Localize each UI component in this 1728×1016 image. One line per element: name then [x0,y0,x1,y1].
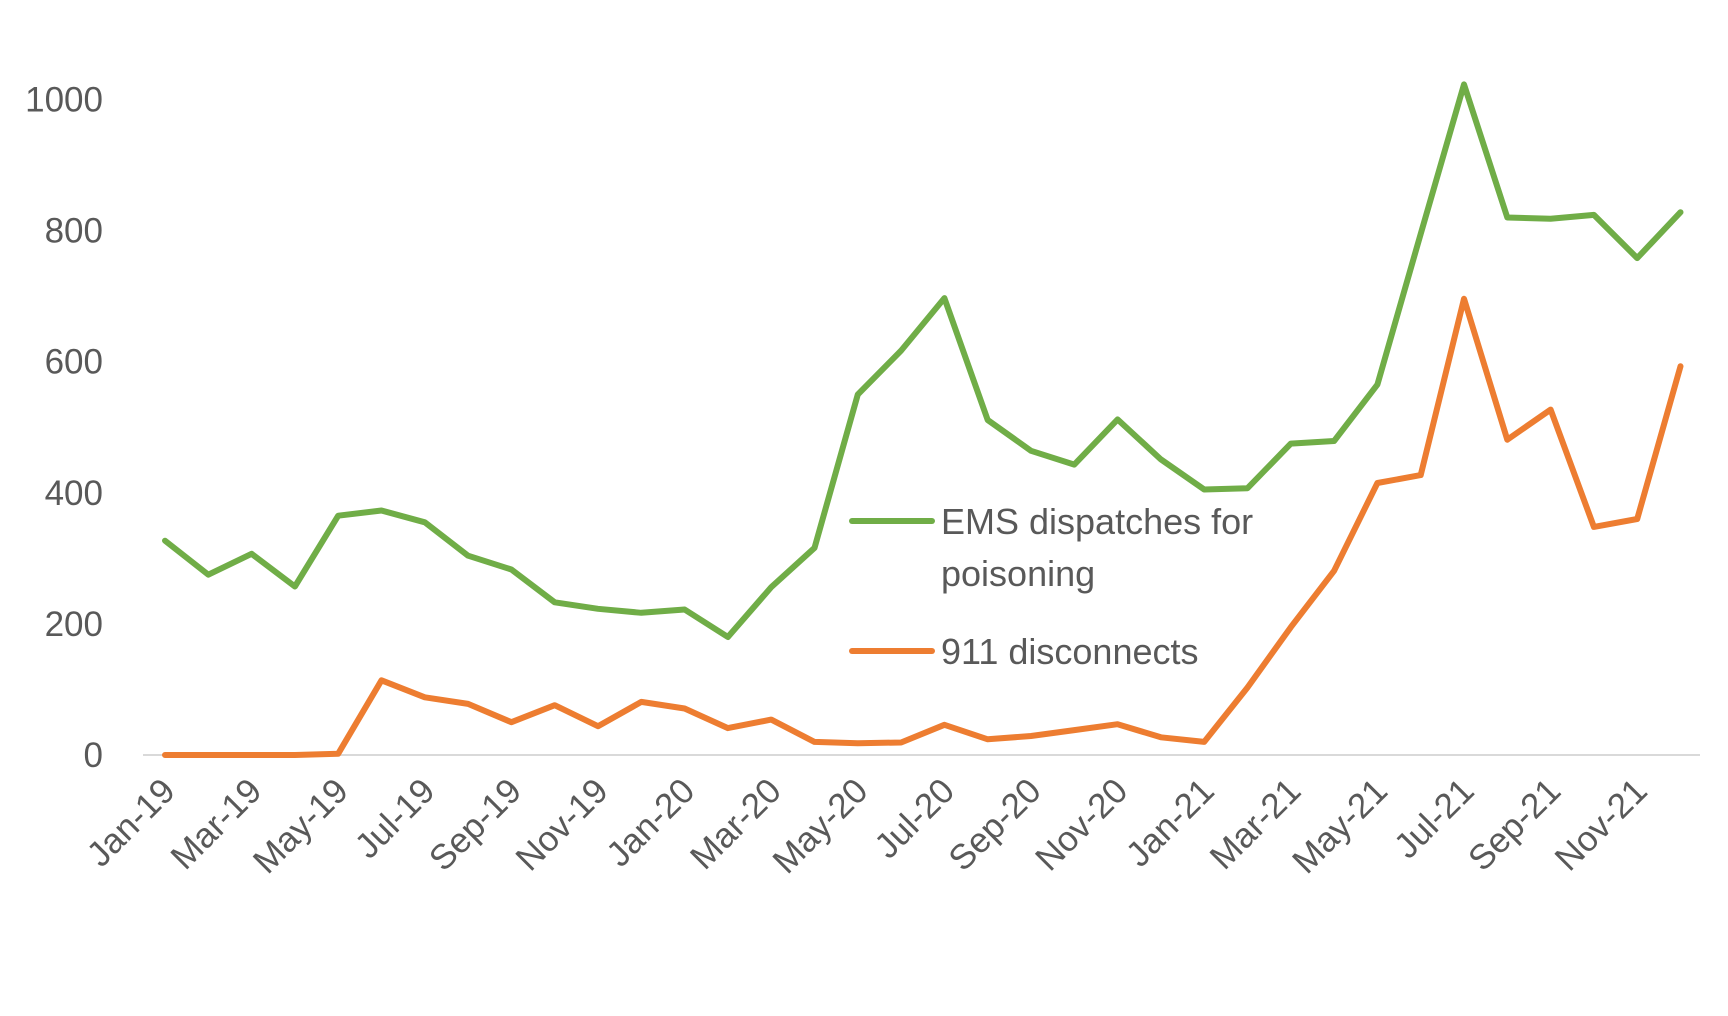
x-tick-label: Sep-20 [941,771,1048,878]
legend-label-911-disconnects: 911 disconnects [941,631,1199,672]
x-tick-label: Jan-21 [1119,771,1222,874]
y-tick-label: 800 [45,212,103,251]
y-tick-label: 600 [45,343,103,382]
legend-label-ems-line2: poisoning [941,553,1095,594]
x-axis: Jan-19Mar-19May-19Jul-19Sep-19Nov-19Jan-… [79,771,1654,881]
y-tick-label: 200 [45,605,103,644]
legend-label-ems-line1: EMS dispatches for [941,501,1253,542]
x-tick-label: Nov-19 [508,771,615,878]
x-tick-label: Sep-21 [1461,771,1568,878]
legend: EMS dispatches for poisoning 911 disconn… [849,501,1253,672]
x-tick-label: May-21 [1285,771,1395,881]
series-layer [162,81,1684,758]
x-tick-label: Jan-19 [79,771,182,874]
y-tick-label: 400 [45,474,103,513]
x-tick-label: Jan-20 [599,771,702,874]
x-tick-label: Nov-21 [1547,771,1654,878]
x-tick-label: May-20 [765,771,875,881]
series-line-911-disconnects [162,295,1684,758]
x-tick-label: May-19 [246,771,356,881]
x-tick-label: Sep-19 [422,771,529,878]
y-tick-label: 1000 [25,81,103,120]
series-line-ems-dispatches [162,81,1684,640]
y-tick-label: 0 [84,736,103,775]
y-axis: 0 200 400 600 800 1000 [25,81,103,776]
x-tick-label: Nov-20 [1028,771,1135,878]
